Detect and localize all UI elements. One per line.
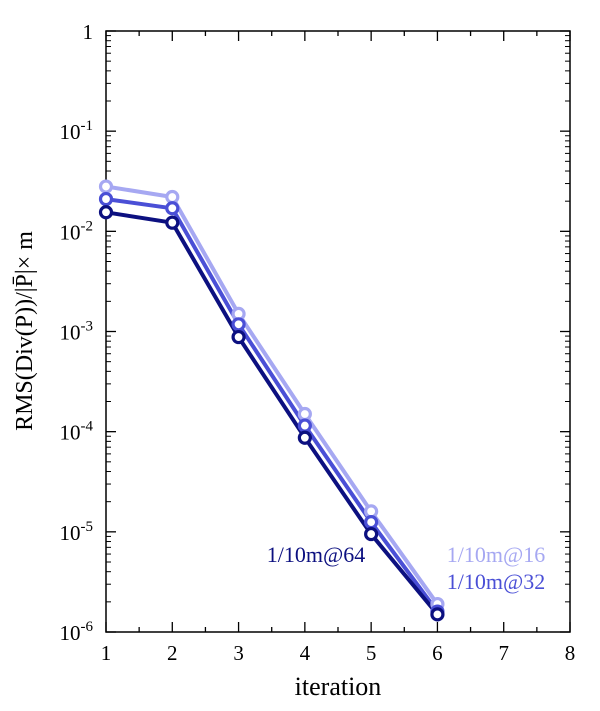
legend-series-32: 1/10m@32 (447, 569, 545, 594)
y-tick-label: 10-5 (60, 519, 94, 545)
data-point (364, 515, 379, 530)
x-tick-label: 3 (233, 641, 244, 665)
y-tick-label: 10-2 (60, 218, 94, 244)
x-axis-title: iteration (295, 672, 382, 701)
x-tick-label: 5 (366, 641, 377, 665)
data-point (297, 418, 312, 433)
x-tick-label: 2 (167, 641, 178, 665)
x-tick-label: 1 (101, 641, 112, 665)
x-tick-label: 6 (432, 641, 443, 665)
data-point (98, 179, 114, 194)
data-point (297, 430, 312, 445)
data-point (297, 406, 312, 422)
data-point (231, 329, 246, 345)
legend-series-16: 1/10m@16 (447, 542, 545, 567)
series-line-1 (105, 197, 440, 613)
y-tick-label: 1 (83, 20, 94, 44)
x-tick-label: 7 (498, 641, 509, 665)
y-tick-label: 10-1 (60, 118, 94, 144)
y-tick-label: 10-4 (60, 419, 94, 445)
data-point (165, 215, 180, 230)
data-point (430, 607, 445, 622)
y-tick-label: 10-6 (60, 619, 94, 645)
x-tick-label: 8 (565, 641, 576, 665)
y-axis-title: RMS(Div(P))/|P̄|× m (12, 231, 38, 431)
data-point (165, 201, 180, 216)
data-point (364, 526, 379, 542)
series-lines (105, 184, 440, 616)
series-points (98, 179, 445, 622)
y-tick-label: 10-3 (60, 319, 94, 345)
data-point (98, 191, 114, 207)
data-point (98, 205, 114, 220)
data-point (165, 189, 180, 205)
x-tick-label: 4 (300, 641, 311, 665)
data-point (231, 317, 246, 332)
series-line-0 (105, 184, 440, 606)
series-line-2 (105, 210, 439, 616)
legend-series-64: 1/10m@64 (267, 542, 365, 567)
